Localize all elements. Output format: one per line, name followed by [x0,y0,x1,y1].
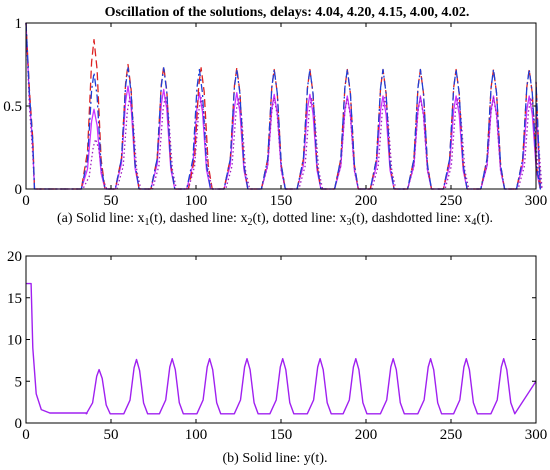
x-tick-label: 0 [22,427,30,443]
x-tick-label: 250 [440,193,463,209]
y-tick-label: 10 [7,333,22,349]
x-tick-label: 200 [355,427,378,443]
chart-a-caption: (a) Solid line: x1(t), dashed line: x2(t… [57,211,493,228]
chart-b-plot-area [26,282,537,415]
y-tick-label: 0.5 [3,99,22,115]
x-tick-label: 250 [440,427,463,443]
series-dashed-line [25,22,541,190]
series-dotted-line [25,22,543,190]
x-tick-label: 150 [270,427,293,443]
x-tick-label: 50 [104,193,119,209]
series-solid-line [25,22,541,190]
chart-b-y-ticks: 0 5 10 15 20 [7,249,536,432]
x-tick-label: 300 [525,427,548,443]
y-tick-label: 1 [15,16,23,32]
x-tick-label: 100 [185,427,208,443]
y-tick-label: 20 [7,249,22,265]
chart-a-title: Oscillation of the solutions, delays: 4.… [105,5,470,20]
x-tick-label: 300 [525,193,548,209]
chart-a: Oscillation of the solutions, delays: 4.… [3,5,547,228]
chart-b: 0 50 100 150 200 250 300 0 5 10 15 20 (b) Solid li… [7,249,547,466]
series-solid-line [26,282,537,415]
chart-b-caption: (b) Solid line: y(t). [223,451,328,466]
chart-a-plot-area [25,22,543,190]
y-tick-label: 0 [15,416,23,432]
x-tick-label: 200 [355,193,378,209]
x-tick-label: 0 [22,193,30,209]
series-dashdot-line [25,22,541,190]
chart-a-y-ticks: 00.51 [3,16,536,198]
x-tick-label: 50 [104,427,119,443]
chart-b-x-ticks: 0 50 100 150 200 250 300 [22,256,547,443]
y-tick-label: 15 [7,291,22,307]
y-tick-label: 5 [15,374,23,390]
y-tick-label: 0 [15,182,23,198]
x-tick-label: 150 [270,193,293,209]
x-tick-label: 100 [185,193,208,209]
chart-a-x-ticks: 0 50 100 150 200 250 300 [22,23,547,209]
